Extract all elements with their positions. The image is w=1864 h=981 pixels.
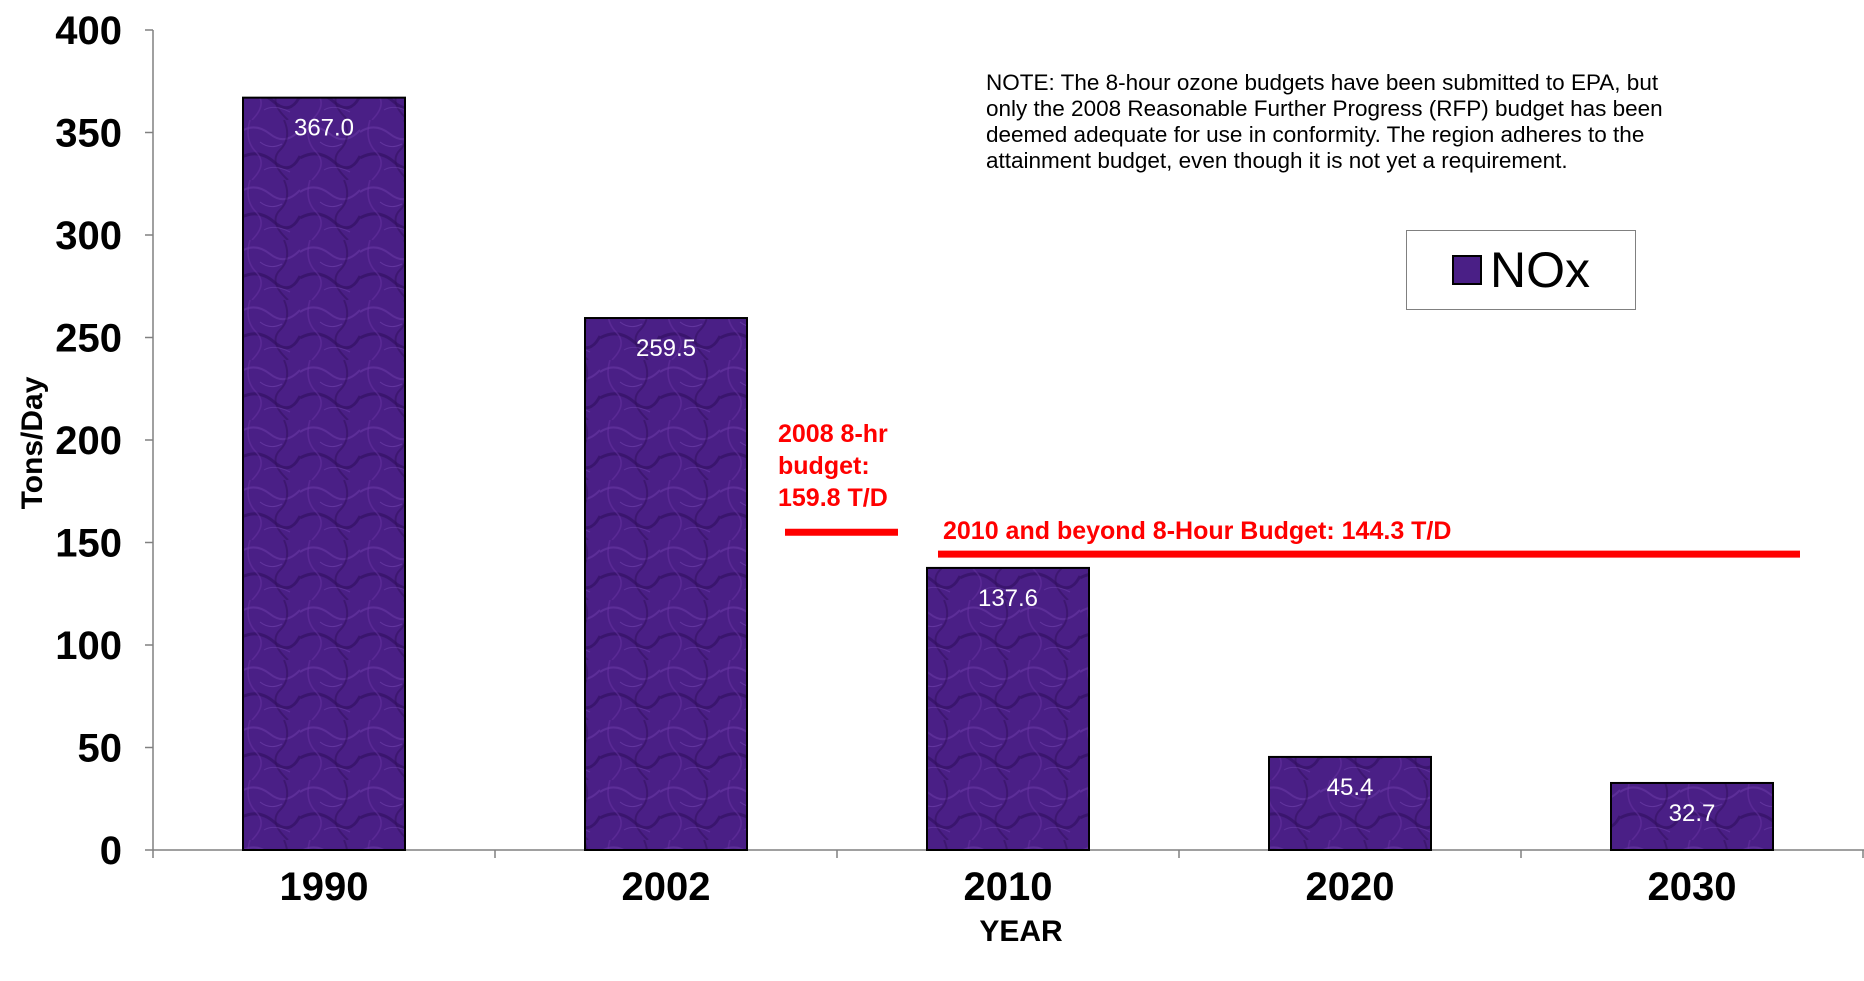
legend: NOx (1406, 230, 1636, 310)
legend-label: NOx (1490, 242, 1590, 298)
bar-2020 (1268, 755, 1432, 851)
y-tick-label: 100 (55, 624, 122, 668)
y-tick-label: 200 (55, 419, 122, 463)
y-tick-label: 350 (55, 112, 122, 156)
bar-2010 (926, 566, 1090, 851)
y-axis: 0 50 100 150 200 250 300 350 400 (55, 9, 154, 873)
note-annotation: NOTE: The 8-hour ozone budgets have been… (986, 70, 1806, 174)
budget-label-2010: 2010 and beyond 8-Hour Budget: 144.3 T/D (943, 517, 1451, 545)
y-tick-label: 0 (100, 829, 122, 873)
budget-label-2008: 159.8 T/D (778, 484, 888, 512)
x-axis (152, 849, 1864, 858)
category-label-2030: 2030 (1648, 865, 1737, 909)
y-axis-title: Tons/Day (16, 376, 49, 509)
note-line: only the 2008 Reasonable Further Progres… (986, 96, 1663, 121)
data-label-2020: 45.4 (1327, 774, 1374, 801)
category-label-2002: 2002 (622, 865, 711, 909)
y-tick-label: 50 (78, 727, 123, 771)
note-line: NOTE: The 8-hour ozone budgets have been… (986, 70, 1659, 95)
bars (242, 96, 1774, 852)
legend-swatch (1452, 255, 1482, 285)
note-line: attainment budget, even though it is not… (986, 148, 1568, 173)
data-label-1990: 367.0 (294, 115, 354, 142)
data-label-2030: 32.7 (1669, 800, 1716, 827)
bar-2030 (1610, 781, 1774, 852)
data-label-2002: 259.5 (636, 335, 696, 362)
x-axis-title: YEAR (979, 915, 1063, 948)
note-line: deemed adequate for use in conformity. T… (986, 122, 1645, 147)
budget-label-2008: budget: (778, 452, 870, 480)
data-label-2010: 137.6 (978, 585, 1038, 612)
data-labels: 367.0 259.5 137.6 45.4 32.7 (294, 115, 1715, 827)
category-label-2020: 2020 (1306, 865, 1395, 909)
y-tick-label: 400 (55, 9, 122, 53)
y-tick-label: 250 (55, 317, 122, 361)
budget-lines: 2008 8-hr budget: 159.8 T/D 2010 and beyond… (778, 420, 1800, 558)
bar-2002 (584, 317, 748, 851)
budget-label-2008: 2008 8-hr (778, 420, 888, 448)
category-label-2010: 2010 (964, 865, 1053, 909)
category-label-1990: 1990 (280, 865, 369, 909)
bar-1990 (242, 96, 406, 851)
y-tick-label: 150 (55, 522, 122, 566)
y-tick-label: 300 (55, 214, 122, 258)
category-labels: 1990 2002 2010 2020 2030 (280, 865, 1737, 909)
